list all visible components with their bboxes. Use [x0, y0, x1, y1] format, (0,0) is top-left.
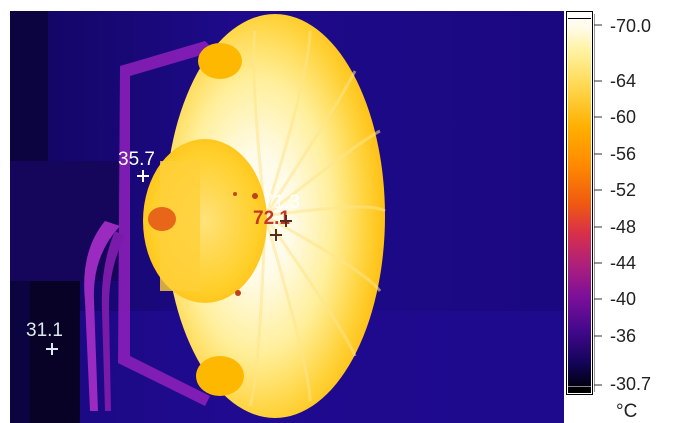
- cable-2: [101, 231, 125, 411]
- scale-tick-value: 36: [616, 326, 637, 346]
- spot-value: 35.7: [118, 149, 155, 170]
- spot-left-background: 31.1: [26, 321, 63, 340]
- connector: [148, 207, 176, 231]
- scale-max-value: 70.0: [616, 16, 652, 36]
- thermal-scene: [10, 11, 564, 423]
- crosshair-marker: [270, 229, 282, 241]
- cable-1: [84, 221, 120, 411]
- spot-bracket: 35.7: [118, 150, 155, 169]
- spot-value: 71.3: [263, 192, 300, 213]
- hot-dot-1: [252, 193, 258, 199]
- scale-tick-label: -48: [610, 217, 637, 237]
- cooling-fins: [248, 30, 386, 407]
- color-bar-bottom-segment: [568, 386, 591, 393]
- hot-dot-2: [235, 290, 241, 296]
- crosshair-marker: [280, 215, 292, 227]
- scale-tick-label: -40: [610, 289, 637, 309]
- spot-hot-1: 71.3: [263, 193, 300, 212]
- bottom-clamp: [196, 356, 244, 396]
- scale-tick-value: 60: [616, 107, 637, 127]
- crosshair-marker: [137, 170, 149, 182]
- scale-tick-value: 64: [616, 71, 637, 91]
- scale-tick-value: 52: [616, 180, 637, 200]
- scale-tick-value: 40: [616, 289, 637, 309]
- top-clamp: [198, 43, 242, 79]
- scale-tick-label: -44: [610, 253, 637, 273]
- scale-tick-value: 48: [616, 217, 637, 237]
- color-bar-gradient: [568, 13, 591, 393]
- color-bar: [566, 11, 593, 395]
- spot-value: 72.1: [253, 208, 290, 229]
- left-mid-band: [10, 161, 120, 281]
- scale-min-label: -30.7: [610, 374, 652, 394]
- scale-min-value: 30.7: [616, 374, 652, 394]
- mount-bracket: [118, 41, 215, 406]
- hot-dot-3: [233, 192, 237, 196]
- temperature-scale: -70.0 -64 -60 -56 -52 -48 -44 -40 -36 -3…: [566, 11, 675, 423]
- color-bar-top-segment: [568, 13, 591, 19]
- thermal-image: 31.1 35.7 71.3 72.1: [10, 11, 564, 423]
- left-post: [30, 281, 80, 423]
- scale-max-label: -70.0: [610, 16, 652, 36]
- spot-hot-2: 72.1: [253, 209, 290, 228]
- scale-tick-label: -56: [610, 144, 637, 164]
- scale-tick-label: -60: [610, 107, 637, 127]
- crosshair-marker: [46, 343, 58, 355]
- scale-tick-value: 56: [616, 144, 637, 164]
- spot-value: 31.1: [26, 320, 63, 341]
- scale-unit: °C: [616, 401, 638, 422]
- scale-tick-value: 44: [616, 253, 637, 273]
- scale-tick-label: -52: [610, 180, 637, 200]
- scale-tick-label: -36: [610, 326, 637, 346]
- scale-ticks: [594, 14, 602, 392]
- scale-tick-label: -64: [610, 71, 637, 91]
